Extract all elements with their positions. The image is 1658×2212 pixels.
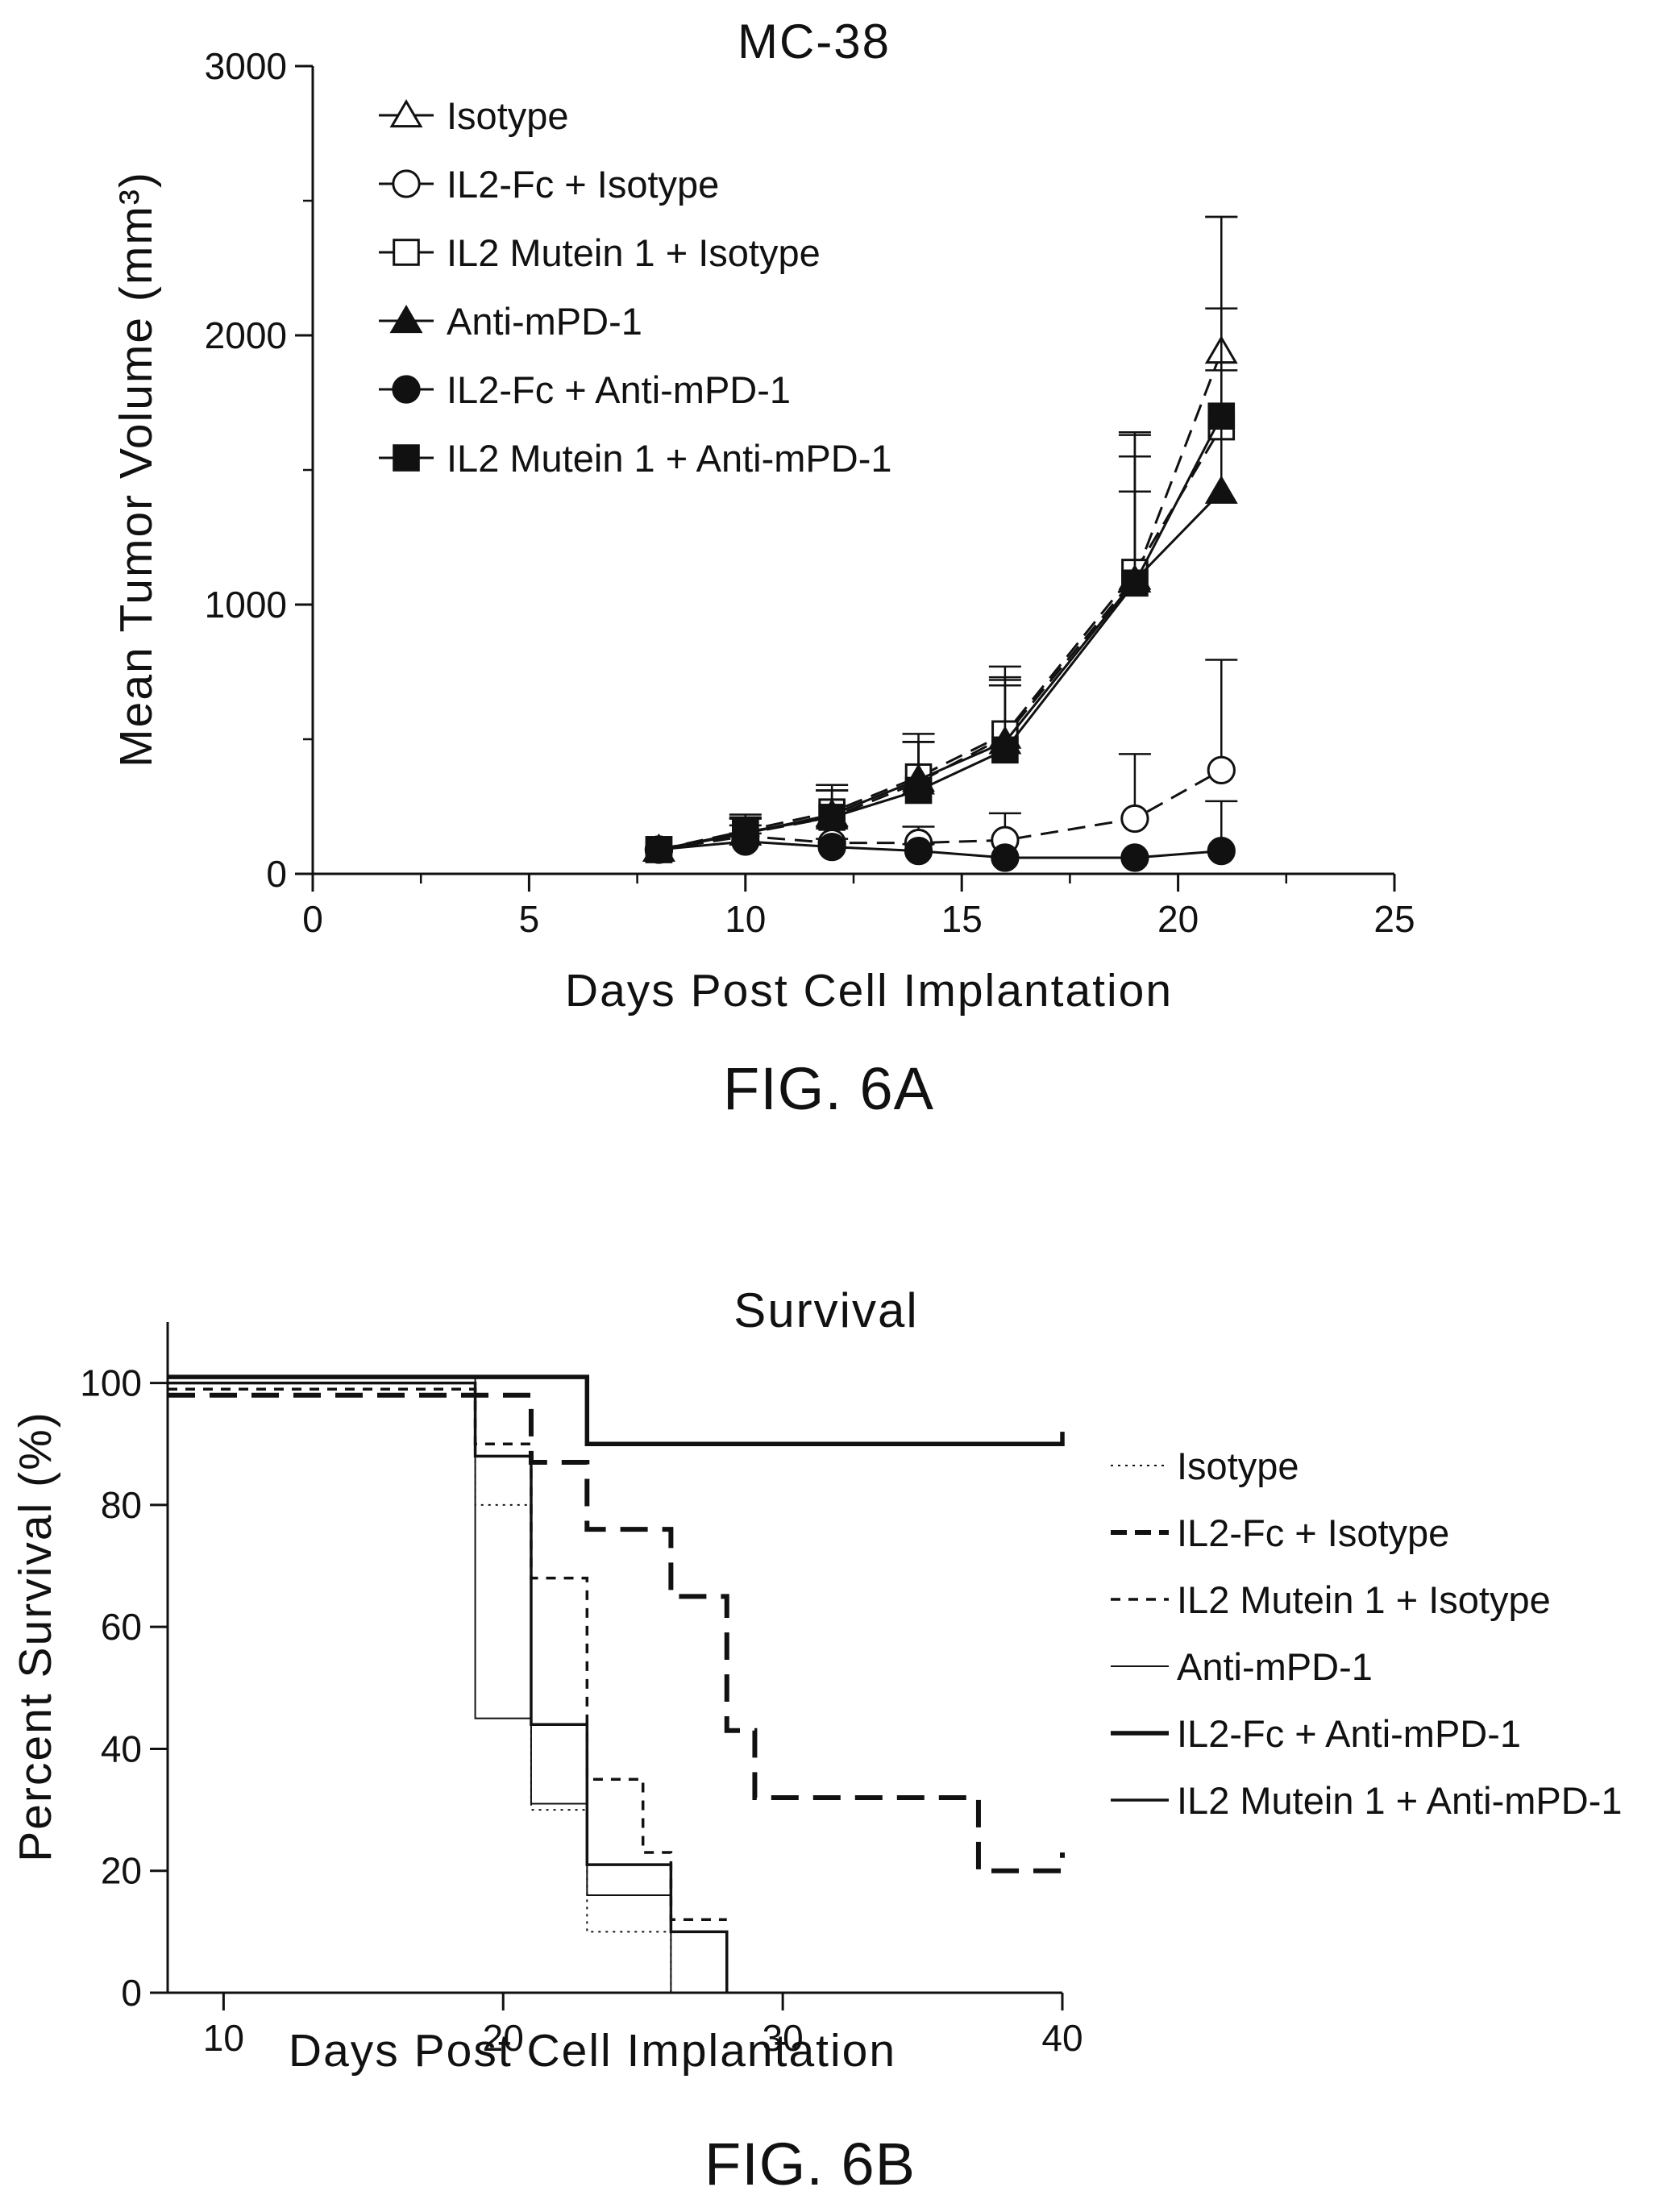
legend-item-il2-fc-anti-mpd-1: IL2-Fc + Anti-mPD-1 <box>379 368 791 411</box>
data-point <box>1204 475 1238 504</box>
chart-6b-x-tick-label: 20 <box>483 2017 524 2059</box>
data-point <box>1121 569 1149 597</box>
legend-swatch-marker <box>392 375 421 404</box>
legend-item-il2-mutein-1-isotype: IL2 Mutein 1 + Isotype <box>379 231 821 274</box>
chart-6a-x-tick-label: 0 <box>302 898 323 940</box>
legend-label: Anti-mPD-1 <box>1177 1645 1373 1688</box>
data-point <box>1120 843 1149 872</box>
chart-6a-y-tick-label: 0 <box>266 853 287 895</box>
chart-6b-y-axis-label: Percent Survival (%) <box>10 1411 61 1862</box>
data-point <box>1207 402 1236 430</box>
survival-curve-isotype <box>168 1382 672 1993</box>
legend-label: Anti-mPD-1 <box>447 300 642 343</box>
legend-label: IL2-Fc + Anti-mPD-1 <box>447 368 791 411</box>
chart-6a-x-tick-label: 15 <box>941 898 983 940</box>
chart-6a-title: MC-38 <box>738 15 891 69</box>
data-point <box>1207 755 1236 785</box>
legend-item-isotype: Isotype <box>379 94 569 137</box>
data-point <box>817 832 846 862</box>
chart-6b-y-tick-label: 60 <box>101 1606 142 1648</box>
chart-6b-x-tick-label: 30 <box>763 2017 804 2059</box>
chart-6b-caption: FIG. 6B <box>704 2131 916 2197</box>
data-point <box>645 836 673 863</box>
legend-label: Isotype <box>1177 1445 1299 1487</box>
chart-6a-x-tick-label: 20 <box>1157 898 1199 940</box>
series-line <box>659 351 1223 851</box>
chart-6a-y-axis-label: Mean Tumor Volume (mm³) <box>110 171 162 767</box>
chart-6b-x-axis-label: Days Post Cell Implantation <box>289 2025 896 2077</box>
legend-item-il2-mutein-1-anti-mpd-1: IL2 Mutein 1 + Anti-mPD-1 <box>1111 1779 1623 1822</box>
chart-6b-x-tick-label: 40 <box>1041 2017 1082 2059</box>
survival-curve-anti-mpd-1 <box>168 1376 672 1993</box>
legend-swatch-marker <box>389 99 423 128</box>
data-point <box>991 843 1020 872</box>
legend-label: IL2-Fc + Isotype <box>447 163 719 206</box>
chart-6a-legend: Isotype IL2-Fc + Isotype IL2 Mutein 1 + Is… <box>379 94 892 480</box>
chart-6b-y-tick-label: 0 <box>121 1972 142 2014</box>
chart-6a-y-tick-label: 3000 <box>205 45 287 87</box>
chart-6a-x-tick-label: 5 <box>519 898 540 940</box>
chart-6b-title: Survival <box>733 1283 918 1337</box>
chart-6a: MC-38 0 5 10 15 20 25 0 1000 2000 3000 Isotype IL2-… <box>110 15 1415 1122</box>
series-line <box>659 426 1223 851</box>
chart-6a-plot-area: 0 5 10 15 20 25 0 1000 2000 3000 Isotype IL2-Fc + I… <box>205 45 1415 940</box>
legend-swatch-marker <box>393 239 420 266</box>
legend-swatch-marker <box>389 305 423 334</box>
data-point <box>991 736 1019 764</box>
legend-item-il2-mutein-1-isotype: IL2 Mutein 1 + Isotype <box>1111 1578 1551 1621</box>
legend-label: Isotype <box>447 94 569 137</box>
series-il2-mutein-1-anti-mpd-1 <box>645 307 1238 863</box>
legend-swatch-marker <box>392 169 421 198</box>
chart-6b-x-tick-label: 10 <box>203 2017 244 2059</box>
legend-item-il2-mutein-1-anti-mpd-1: IL2 Mutein 1 + Anti-mPD-1 <box>379 437 892 480</box>
legend-item-il2-fc-anti-mpd-1: IL2-Fc + Anti-mPD-1 <box>1111 1712 1521 1755</box>
survival-curve-il2-mutein-1-isotype <box>168 1387 727 1921</box>
series-line <box>659 490 1223 851</box>
chart-6a-y-tick-label: 2000 <box>205 314 287 356</box>
chart-6b-y-tick-label: 100 <box>80 1362 142 1404</box>
chart-6a-y-tick-label: 1000 <box>205 584 287 626</box>
chart-6a-caption: FIG. 6A <box>723 1055 934 1122</box>
chart-6b: Survival 10 20 30 40 0 20 40 60 80 100 Isotype IL2-… <box>10 1283 1623 2197</box>
chart-6a-x-tick-label: 10 <box>725 898 766 940</box>
chart-6b-y-tick-label: 20 <box>101 1850 142 1892</box>
data-point <box>818 804 846 831</box>
chart-6a-x-tick-label: 25 <box>1373 898 1415 940</box>
legend-item-anti-mpd-1: Anti-mPD-1 <box>1111 1645 1373 1688</box>
legend-item-il2-fc-isotype: IL2-Fc + Isotype <box>1111 1511 1449 1554</box>
legend-label: IL2 Mutein 1 + Isotype <box>447 231 821 274</box>
legend-item-il2-fc-isotype: IL2-Fc + Isotype <box>379 163 719 206</box>
legend-label: IL2 Mutein 1 + Anti-mPD-1 <box>1177 1779 1623 1822</box>
series-isotype <box>642 215 1238 863</box>
legend-swatch-marker <box>393 444 420 472</box>
legend-label: IL2-Fc + Anti-mPD-1 <box>1177 1712 1521 1755</box>
legend-label: IL2-Fc + Isotype <box>1177 1511 1449 1554</box>
data-point <box>904 776 933 805</box>
legend-item-isotype: Isotype <box>1111 1445 1299 1487</box>
data-point <box>904 836 933 866</box>
survival-curve-il2-fc-anti-mpd-1 <box>168 1374 1065 1447</box>
data-point <box>1120 804 1149 834</box>
chart-6a-x-axis-label: Days Post Cell Implantation <box>565 965 1173 1017</box>
data-point <box>732 818 759 846</box>
survival-curve-il2-fc-isotype <box>168 1392 1065 1873</box>
survival-curve-il2-mutein-1-anti-mpd-1 <box>168 1381 729 1993</box>
series-line <box>659 415 1223 851</box>
chart-6b-y-tick-label: 80 <box>101 1484 142 1526</box>
chart-6b-legend: Isotype IL2-Fc + Isotype IL2 Mutein 1 + Is… <box>1111 1445 1623 1822</box>
data-point <box>1207 836 1236 866</box>
legend-item-anti-mpd-1: Anti-mPD-1 <box>379 300 642 343</box>
chart-6b-y-tick-label: 40 <box>101 1728 142 1769</box>
chart-6b-plot-area: 10 20 30 40 0 20 40 60 80 100 Isotype IL2-Fc + Isot… <box>80 1322 1623 2059</box>
legend-label: IL2 Mutein 1 + Anti-mPD-1 <box>447 437 892 480</box>
legend-label: IL2 Mutein 1 + Isotype <box>1177 1578 1551 1621</box>
